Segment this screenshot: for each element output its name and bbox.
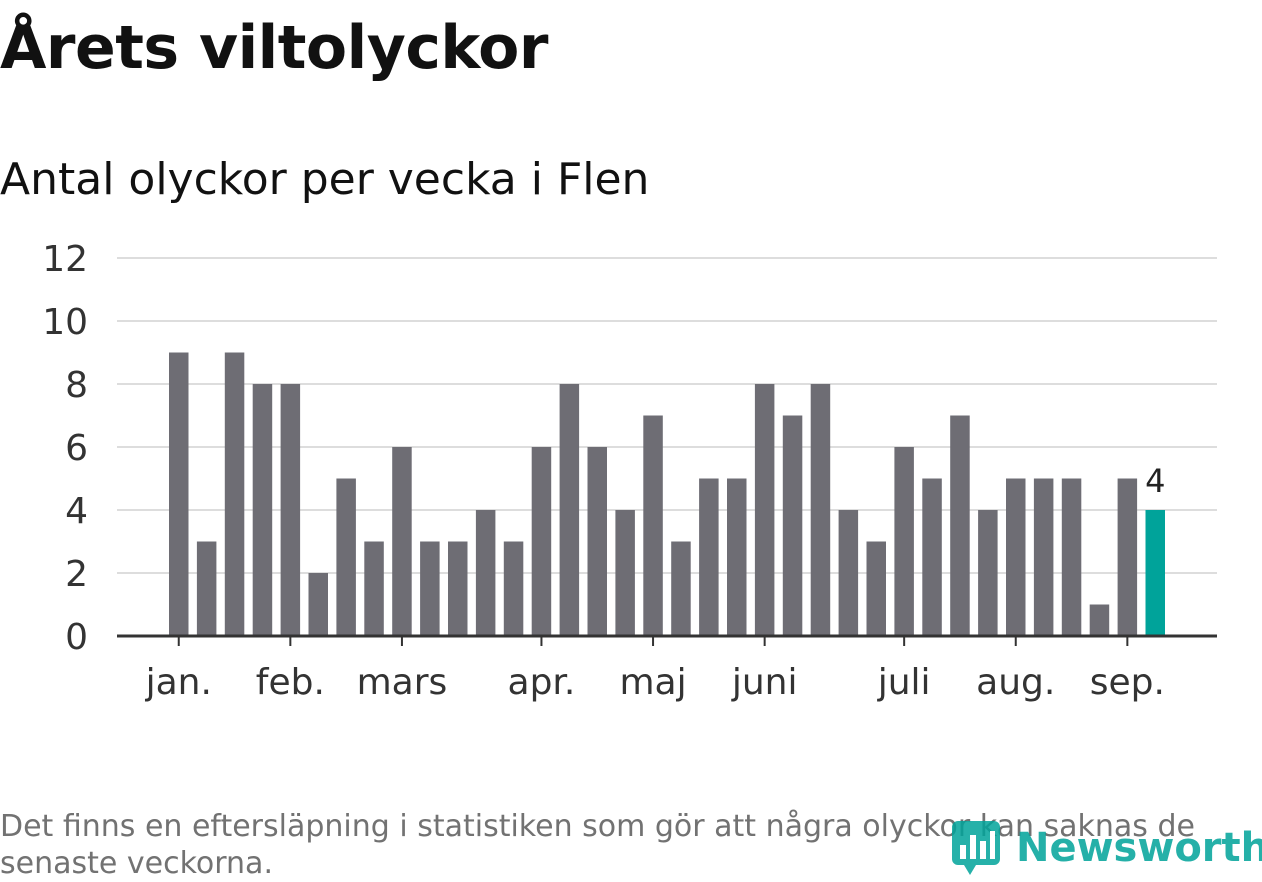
bar bbox=[615, 510, 635, 636]
x-axis bbox=[117, 634, 1217, 646]
newsworthy-logo: Newsworthy bbox=[950, 818, 1262, 878]
bar bbox=[1061, 478, 1082, 636]
bar bbox=[196, 541, 217, 636]
bar bbox=[978, 510, 998, 636]
bar bbox=[308, 573, 328, 636]
y-tick-label: 2 bbox=[65, 554, 88, 595]
x-tick-label: apr. bbox=[508, 662, 576, 703]
newsworthy-logo-icon bbox=[952, 821, 1000, 875]
x-tick-label: jan. bbox=[145, 662, 212, 703]
y-tick-label: 0 bbox=[65, 617, 88, 658]
bar bbox=[1033, 478, 1054, 636]
bar bbox=[950, 415, 970, 636]
x-tick-label: juli bbox=[877, 662, 931, 703]
bar bbox=[280, 384, 301, 636]
bar bbox=[838, 510, 859, 636]
bar bbox=[503, 541, 524, 636]
bar bbox=[922, 478, 942, 636]
y-axis-tick-labels: 0 2 4 6 8 10 12 bbox=[42, 239, 88, 658]
bar bbox=[336, 478, 356, 636]
bar bbox=[364, 541, 384, 636]
brand-name: Newsworthy bbox=[1016, 825, 1262, 871]
y-tick-label: 12 bbox=[42, 239, 88, 280]
bar bbox=[894, 447, 914, 636]
bar bbox=[1117, 478, 1138, 636]
y-tick-label: 6 bbox=[65, 428, 88, 469]
bar bbox=[224, 352, 245, 636]
bar bbox=[475, 510, 496, 636]
bar bbox=[169, 352, 189, 636]
bars bbox=[169, 352, 1165, 636]
chart-title: Årets viltolyckor bbox=[0, 13, 549, 83]
y-tick-label: 10 bbox=[42, 302, 88, 343]
y-tick-label: 4 bbox=[65, 491, 88, 532]
bar bbox=[643, 415, 663, 636]
gridlines bbox=[117, 257, 1217, 574]
x-tick-label: feb. bbox=[256, 662, 325, 703]
bar bbox=[559, 384, 580, 636]
chart-subtitle: Antal olyckor per vecka i Flen bbox=[0, 154, 650, 205]
bar-highlight bbox=[1145, 510, 1165, 636]
bar bbox=[754, 384, 775, 636]
bar bbox=[810, 384, 831, 636]
bar bbox=[531, 447, 552, 636]
bar bbox=[252, 384, 273, 636]
highlight-value-label: 4 bbox=[1145, 462, 1165, 500]
bar bbox=[866, 541, 886, 636]
bar bbox=[420, 541, 440, 636]
bar bbox=[699, 478, 719, 636]
x-tick-label: maj bbox=[619, 662, 686, 703]
annotations: 4 bbox=[1145, 462, 1165, 500]
bar bbox=[671, 541, 691, 636]
bar bbox=[782, 415, 803, 636]
x-axis-tick-labels: jan. feb. mars apr. maj juni juli aug. sep. bbox=[145, 662, 1165, 703]
x-tick-label: juni bbox=[731, 662, 798, 703]
bar bbox=[392, 447, 412, 636]
y-tick-label: 8 bbox=[65, 365, 88, 406]
bar bbox=[1089, 604, 1110, 636]
x-tick-label: sep. bbox=[1090, 662, 1165, 703]
x-tick-label: aug. bbox=[976, 662, 1055, 703]
bar bbox=[1006, 478, 1026, 636]
bar bbox=[727, 478, 747, 636]
x-tick-label: mars bbox=[357, 662, 448, 703]
bar bbox=[448, 541, 468, 636]
bar bbox=[587, 447, 607, 636]
